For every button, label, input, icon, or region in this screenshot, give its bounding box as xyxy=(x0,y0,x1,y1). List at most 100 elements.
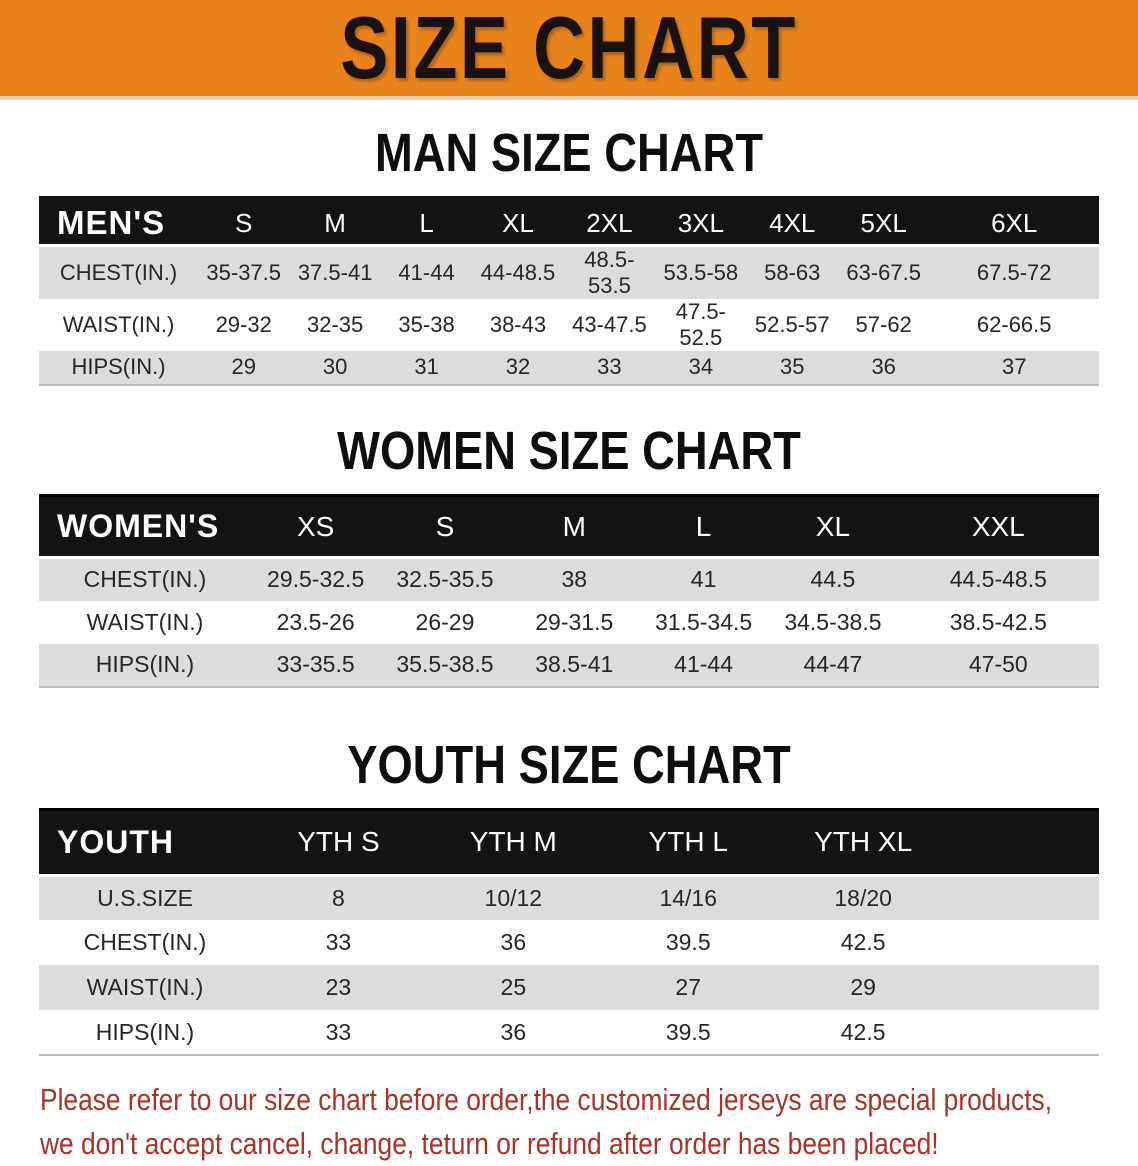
size-value: 36 xyxy=(837,350,930,385)
table-row: CHEST(IN.) 35-37.5 37.5-41 41-44 44-48.5 48.5… xyxy=(39,243,1099,299)
row-label: HIPS(IN.) xyxy=(95,1018,195,1045)
size-value: 35-37.5 xyxy=(198,243,290,299)
size-value: 14/16 xyxy=(600,873,776,921)
size-value: 23 xyxy=(251,965,426,1011)
size-value: 44-48.5 xyxy=(472,243,564,299)
size-column-header: 2XL xyxy=(563,197,656,246)
size-column-header: S xyxy=(380,495,510,558)
filler-cell xyxy=(950,965,1099,1011)
header-row: WOMEN'S XS S M L XL XXL xyxy=(39,495,1099,558)
size-value: 18/20 xyxy=(775,873,951,921)
size-column-header: M xyxy=(509,495,639,558)
filler-cell xyxy=(950,873,1099,921)
size-value: 41-44 xyxy=(380,243,473,299)
size-value: 33-35.5 xyxy=(251,643,381,687)
table-row: HIPS(IN.) 29 30 31 32 33 34 35 36 37 xyxy=(39,350,1099,385)
size-value: 39.5 xyxy=(665,1018,711,1045)
size-value: 31 xyxy=(380,350,473,385)
size-value: 26-29 xyxy=(415,608,475,635)
size-value: 33 xyxy=(325,1018,352,1045)
page-title: SIZE CHART xyxy=(340,0,798,97)
size-value: 29-31.5 xyxy=(535,608,614,635)
size-value: 44.5-48.5 xyxy=(897,556,1099,601)
size-value: 47.5-52.5 xyxy=(675,298,726,350)
row-label: HIPS(IN.) xyxy=(39,643,251,687)
women-section: WOMEN SIZE CHART WOMEN'S XS S M L XL XXL CHEST(… xyxy=(0,420,1138,688)
size-value: 38.5-42.5 xyxy=(949,608,1047,635)
size-value: 27 xyxy=(600,965,776,1011)
size-value: 8 xyxy=(251,873,426,921)
women-section-heading-text: WOMEN SIZE CHART xyxy=(337,420,801,481)
size-value: 41 xyxy=(638,556,769,601)
size-column-header: 3XL xyxy=(655,197,747,246)
size-column-header: XXL xyxy=(897,495,1099,558)
youth-section-heading: YOUTH SIZE CHART xyxy=(0,734,1138,795)
size-column-header: YTH L xyxy=(600,809,776,876)
size-value: 36 xyxy=(500,1018,527,1045)
size-column-header: YTH S xyxy=(251,809,426,876)
youth-section-heading-text: YOUTH SIZE CHART xyxy=(347,734,791,795)
size-column-header: M xyxy=(289,197,381,246)
size-column-header: XL xyxy=(768,495,898,558)
women-section-heading: WOMEN SIZE CHART xyxy=(0,420,1138,481)
size-value: 42.5 xyxy=(840,929,886,956)
size-value: 58-63 xyxy=(746,243,838,299)
size-value: 57-62 xyxy=(855,311,912,337)
size-value: 29 xyxy=(775,965,951,1011)
table-corner-label: YOUTH xyxy=(39,809,251,876)
row-label: WAIST(IN.) xyxy=(39,965,251,1011)
row-label: U.S.SIZE xyxy=(39,873,251,921)
size-value: 33 xyxy=(325,929,352,956)
size-value: 43-47.5 xyxy=(572,311,647,337)
size-value: 35.5-38.5 xyxy=(380,643,510,687)
size-value: 25 xyxy=(425,965,601,1011)
size-column-header: L xyxy=(380,197,473,246)
size-column-header: S xyxy=(198,197,290,246)
size-value: 29-32 xyxy=(215,311,272,337)
table-corner-label: MEN'S xyxy=(39,197,198,246)
size-value: 30 xyxy=(289,350,381,385)
size-value: 34 xyxy=(655,350,747,385)
size-column-header: YTH M xyxy=(425,809,601,876)
men-section: MAN SIZE CHART MEN'S S M L XL 2XL 3XL 4XL 5XL 6XL… xyxy=(0,124,1138,386)
men-section-heading: MAN SIZE CHART xyxy=(0,124,1138,183)
size-value: 32 xyxy=(472,350,564,385)
size-column-header: YTH XL xyxy=(775,809,951,876)
size-value: 34.5-38.5 xyxy=(784,608,882,635)
youth-size-table: YOUTH YTH S YTH M YTH L YTH XL U.S.SIZE 8 10/12… xyxy=(39,807,1099,1057)
disclaimer-line-2: we don't accept cancel, change, teturn o… xyxy=(40,1126,939,1162)
women-size-table: WOMEN'S XS S M L XL XXL CHEST(IN.) 29.5-32.5 32.5… xyxy=(39,494,1099,688)
header-row: MEN'S S M L XL 2XL 3XL 4XL 5XL 6XL xyxy=(39,197,1099,246)
filler-cell xyxy=(951,1010,1099,1055)
size-value: 48.5-53.5 xyxy=(563,243,656,299)
size-column-header: XS xyxy=(251,495,381,558)
row-label: WAIST(IN.) xyxy=(86,608,204,635)
size-column-header: 5XL xyxy=(837,197,930,246)
size-value: 37.5-41 xyxy=(289,243,381,299)
size-value: 32-35 xyxy=(306,311,364,337)
size-value: 29.5-32.5 xyxy=(251,556,381,601)
size-value: 36 xyxy=(500,929,527,956)
table-row: WAIST(IN.) 23.5-26 26-29 29-31.5 31.5-34.5 34… xyxy=(39,601,1099,644)
size-value: 44.5 xyxy=(768,556,898,601)
size-value: 53.5-58 xyxy=(655,243,747,299)
size-column-header: L xyxy=(638,495,769,558)
banner: SIZE CHART xyxy=(0,0,1138,100)
header-row: YOUTH YTH S YTH M YTH L YTH XL xyxy=(39,809,1099,876)
size-value: 29 xyxy=(198,350,290,385)
table-row: CHEST(IN.) 33 36 39.5 42.5 xyxy=(39,920,1099,965)
size-value: 31.5-34.5 xyxy=(654,608,753,635)
size-column-header: 6XL xyxy=(929,197,1099,246)
size-value: 32.5-35.5 xyxy=(380,556,510,601)
size-value: 42.5 xyxy=(840,1018,886,1045)
table-row: HIPS(IN.) 33-35.5 35.5-38.5 38.5-41 41-44 44-… xyxy=(39,643,1099,687)
table-row: CHEST(IN.) 29.5-32.5 32.5-35.5 38 41 44.5 44.5… xyxy=(39,556,1099,601)
table-corner-label: WOMEN'S xyxy=(39,495,251,558)
row-label: WAIST(IN.) xyxy=(62,311,175,337)
size-value: 62-66.5 xyxy=(976,311,1052,337)
size-value: 35 xyxy=(746,350,838,385)
disclaimer-line-1: Please refer to our size chart before or… xyxy=(40,1082,1053,1118)
size-value: 33 xyxy=(563,350,656,385)
youth-section: YOUTH SIZE CHART YOUTH YTH S YTH M YTH L YTH… xyxy=(0,734,1138,1057)
row-label: CHEST(IN.) xyxy=(39,556,251,601)
